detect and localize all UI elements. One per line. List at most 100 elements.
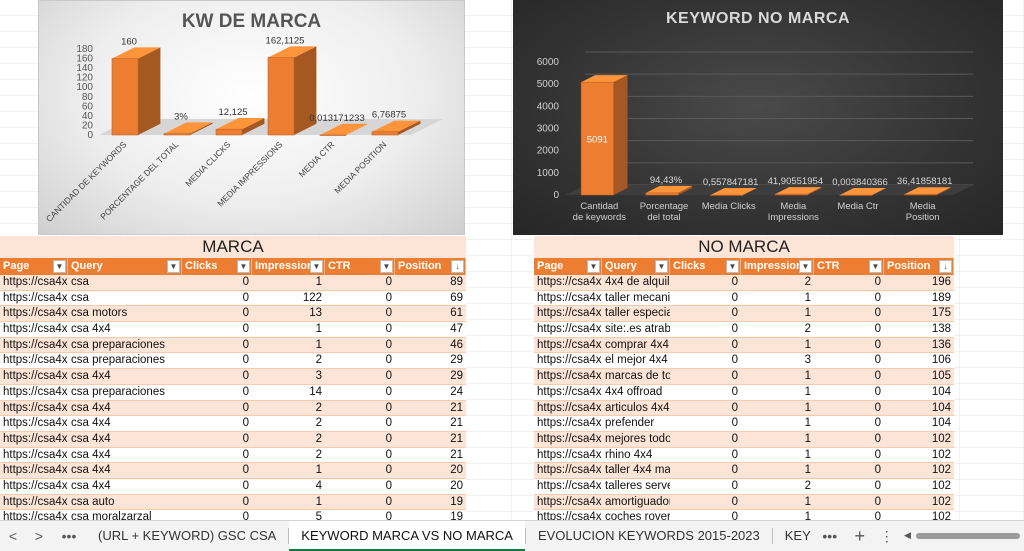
bar-4[interactable]: [267, 46, 317, 136]
cell-page[interactable]: https://csa4x: [0, 322, 68, 338]
cell-position[interactable]: 21: [395, 448, 466, 464]
sort-descending-icon[interactable]: ↓: [451, 260, 464, 273]
cell-page[interactable]: https://csa4x: [534, 338, 602, 354]
chart-keyword-no-marca[interactable]: 0 1000 2000 3000 4000 5000 6000 5091 Cantidad de …: [513, 0, 1003, 235]
cell-page[interactable]: https://csa4x: [0, 495, 68, 511]
cell-position[interactable]: 24: [395, 385, 466, 401]
cell-ctr[interactable]: 0: [325, 385, 395, 401]
cell-position[interactable]: 104: [884, 401, 954, 417]
cell-position[interactable]: 189: [884, 291, 954, 307]
cell-ctr[interactable]: 0: [325, 275, 395, 291]
chevron-right-icon[interactable]: >: [34, 528, 44, 544]
tab-key[interactable]: KEY: [784, 528, 811, 543]
more-tabs-right-icon[interactable]: •••: [822, 528, 838, 544]
cell-position[interactable]: 175: [884, 306, 954, 323]
cell-page[interactable]: https://csa4x: [0, 416, 68, 432]
cell-clicks[interactable]: 0: [670, 416, 741, 432]
cell-position[interactable]: 21: [395, 416, 466, 432]
cell-query[interactable]: marcas de to: [602, 369, 670, 385]
cell-page[interactable]: https://csa4x: [534, 479, 602, 495]
cell-ctr[interactable]: 0: [325, 510, 395, 520]
cell-ctr[interactable]: 0: [814, 479, 884, 495]
cell-query[interactable]: csa moralzarzal: [68, 510, 182, 520]
cell-impression[interactable]: 2: [252, 401, 325, 417]
cell-position[interactable]: 105: [884, 369, 954, 385]
cell-ctr[interactable]: 0: [814, 353, 884, 370]
cell-ctr[interactable]: 0: [325, 432, 395, 448]
cell-query[interactable]: comprar 4x4: [602, 338, 670, 354]
cell-query[interactable]: amortiguador: [602, 495, 670, 511]
cell-clicks[interactable]: 0: [670, 463, 741, 479]
cell-impression[interactable]: 2: [741, 322, 814, 338]
cell-page[interactable]: https://csa4x: [534, 385, 602, 401]
bar-6[interactable]: [904, 187, 951, 196]
cell-position[interactable]: 20: [395, 479, 466, 495]
cell-clicks[interactable]: 0: [182, 463, 252, 479]
cell-impression[interactable]: 4: [252, 479, 325, 495]
cell-page[interactable]: https://csa4x: [534, 275, 602, 291]
cell-query[interactable]: prefender: [602, 416, 670, 432]
cell-position[interactable]: 47: [395, 322, 466, 338]
cell-impression[interactable]: 122: [252, 291, 325, 307]
cell-impression[interactable]: 3: [252, 369, 325, 385]
cell-ctr[interactable]: 0: [325, 401, 395, 417]
cell-position[interactable]: 19: [395, 510, 466, 520]
cell-clicks[interactable]: 0: [670, 385, 741, 401]
cell-query[interactable]: csa motors: [68, 306, 182, 323]
cell-query[interactable]: rhino 4x4: [602, 448, 670, 464]
cell-ctr[interactable]: 0: [325, 448, 395, 464]
cell-ctr[interactable]: 0: [325, 463, 395, 479]
cell-page[interactable]: https://csa4x: [534, 291, 602, 307]
cell-ctr[interactable]: 0: [325, 338, 395, 354]
cell-query[interactable]: site:.es atrab: [602, 322, 670, 338]
bar-2[interactable]: [645, 185, 693, 196]
cell-query[interactable]: csa auto: [68, 495, 182, 511]
cell-impression[interactable]: 1: [741, 385, 814, 401]
cell-page[interactable]: https://csa4x: [0, 338, 68, 354]
chevron-left-icon[interactable]: <: [8, 528, 18, 544]
cell-position[interactable]: 102: [884, 479, 954, 495]
cell-impression[interactable]: 1: [252, 463, 325, 479]
cell-ctr[interactable]: 0: [325, 495, 395, 511]
tab-keyword-marca-vs-no-marca[interactable]: KEYWORD MARCA VS NO MARCA: [289, 521, 525, 551]
filter-dropdown-icon[interactable]: ▼: [869, 260, 882, 273]
filter-dropdown-icon[interactable]: ▼: [655, 260, 668, 273]
cell-page[interactable]: https://csa4x: [534, 495, 602, 511]
cell-query[interactable]: csa 4x4: [68, 463, 182, 479]
bar-5[interactable]: [319, 123, 369, 136]
cell-clicks[interactable]: 0: [182, 432, 252, 448]
filter-dropdown-icon[interactable]: ▼: [310, 260, 323, 273]
cell-position[interactable]: 46: [395, 338, 466, 354]
cell-position[interactable]: 104: [884, 385, 954, 401]
cell-impression[interactable]: 2: [741, 479, 814, 495]
bar-4[interactable]: [774, 187, 822, 196]
cell-query[interactable]: talleres serve: [602, 479, 670, 495]
cell-impression[interactable]: 2: [252, 432, 325, 448]
cell-page[interactable]: https://csa4x: [0, 401, 68, 417]
cell-position[interactable]: 61: [395, 306, 466, 323]
cell-position[interactable]: 89: [395, 275, 466, 291]
cell-page[interactable]: https://csa4x: [534, 463, 602, 479]
cell-page[interactable]: https://csa4x: [534, 416, 602, 432]
cell-query[interactable]: coches rover: [602, 510, 670, 520]
cell-impression[interactable]: 1: [741, 510, 814, 520]
cell-query[interactable]: csa preparaciones: [68, 385, 182, 401]
cell-page[interactable]: https://csa4x: [0, 291, 68, 307]
cell-clicks[interactable]: 0: [670, 432, 741, 448]
cell-position[interactable]: 138: [884, 322, 954, 338]
filter-dropdown-icon[interactable]: ▼: [799, 260, 812, 273]
cell-clicks[interactable]: 0: [182, 479, 252, 495]
cell-impression[interactable]: 1: [252, 338, 325, 354]
filter-dropdown-icon[interactable]: ▼: [53, 260, 66, 273]
bar-3[interactable]: [710, 187, 757, 196]
cell-position[interactable]: 102: [884, 510, 954, 520]
cell-position[interactable]: 19: [395, 495, 466, 511]
cell-ctr[interactable]: 0: [325, 306, 395, 323]
cell-page[interactable]: https://csa4x: [534, 306, 602, 323]
cell-page[interactable]: https://csa4x: [534, 432, 602, 448]
cell-position[interactable]: 21: [395, 432, 466, 448]
cell-clicks[interactable]: 0: [182, 353, 252, 370]
cell-query[interactable]: taller 4x4 ma: [602, 463, 670, 479]
cell-position[interactable]: 102: [884, 448, 954, 464]
cell-page[interactable]: https://csa4x: [534, 401, 602, 417]
